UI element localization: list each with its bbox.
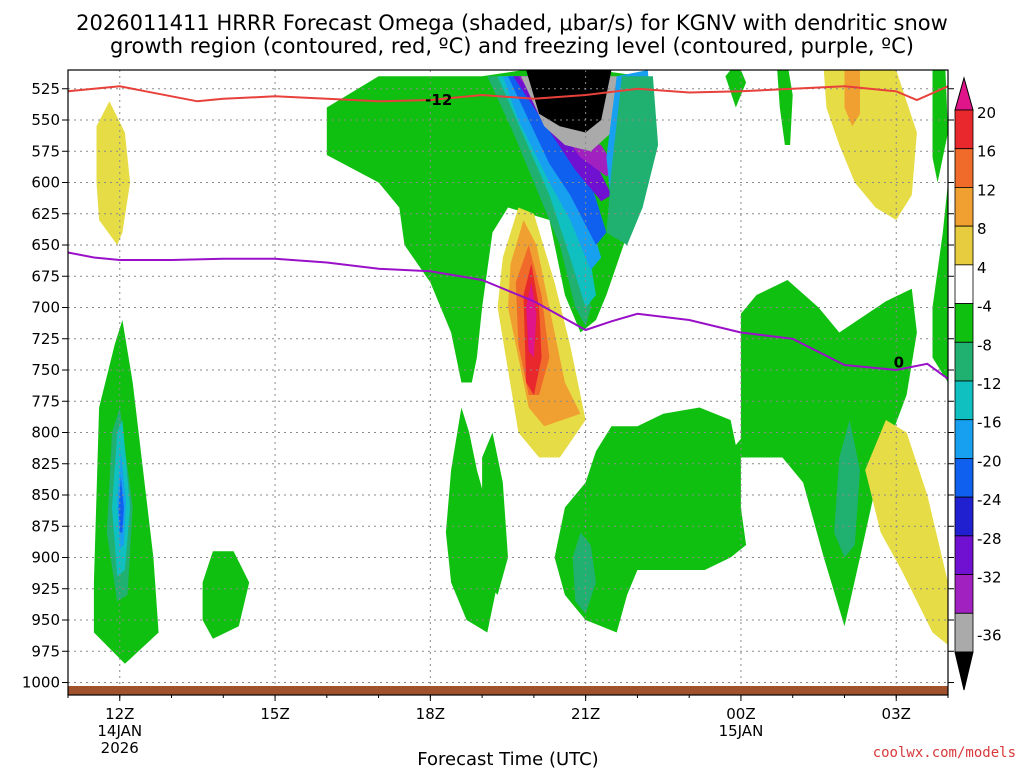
colorbar: 20 16 12 8 4 -4 -8 -12 -16 -20 -24 -28 -32 -36 bbox=[954, 76, 1002, 691]
red-contour-label: -12 bbox=[425, 91, 452, 109]
x-tick-year-label: 2026 bbox=[101, 739, 139, 757]
purple-contour-label: 0 bbox=[894, 354, 904, 372]
omega-region-mid-lower-teal bbox=[572, 532, 596, 614]
colorbar-label: 12 bbox=[977, 181, 996, 199]
colorbar-segment bbox=[954, 458, 974, 498]
chart-title-line-2: growth region (contoured, red, ºC) and f… bbox=[110, 34, 914, 58]
colorbar-label: -28 bbox=[977, 530, 1002, 548]
y-tick-label: 900 bbox=[31, 549, 60, 567]
y-tick-label: 525 bbox=[31, 80, 60, 98]
omega-region-upward-cyan-band bbox=[497, 76, 596, 308]
y-tick-label: 550 bbox=[31, 111, 60, 129]
colorbar-segment bbox=[954, 419, 974, 459]
colorbar-segment bbox=[954, 264, 974, 304]
colorbar-label: -16 bbox=[977, 414, 1002, 432]
ground-surface-bar bbox=[68, 686, 948, 695]
x-tick-label: 00Z bbox=[726, 705, 755, 723]
x-tick-date-label: 14JAN bbox=[97, 722, 142, 740]
y-tick-label: 575 bbox=[31, 142, 60, 160]
gridlines bbox=[68, 70, 948, 695]
colorbar-label: -36 bbox=[977, 627, 1002, 645]
colorbar-label: -20 bbox=[977, 452, 1002, 470]
colorbar-segment bbox=[954, 535, 974, 575]
colorbar-label: -32 bbox=[977, 569, 1002, 587]
y-tick-label: 1000 bbox=[22, 674, 60, 692]
colorbar-segment bbox=[954, 341, 974, 382]
colorbar-label: -8 bbox=[977, 336, 992, 354]
x-axis-label: Forecast Time (UTC) bbox=[417, 749, 598, 768]
x-tick-label: 12Z bbox=[105, 705, 134, 723]
y-tick-label: 600 bbox=[31, 174, 60, 192]
omega-region-top-right-green-strip bbox=[932, 70, 948, 183]
y-tick-label: 650 bbox=[31, 236, 60, 254]
omega-region-top-right-orange bbox=[844, 70, 860, 127]
y-tick-label: 950 bbox=[31, 611, 60, 629]
colorbar-segment bbox=[954, 148, 974, 188]
y-tick-label: 825 bbox=[31, 455, 60, 473]
colorbar-segment bbox=[954, 303, 974, 343]
y-tick-label: 625 bbox=[31, 205, 60, 223]
colorbar-top-arrow bbox=[954, 76, 974, 111]
x-tick-label: 21Z bbox=[571, 705, 600, 723]
freezing-level-contour-purple bbox=[67, 251, 949, 380]
y-tick-label: 775 bbox=[31, 392, 60, 410]
colorbar-label: 16 bbox=[977, 143, 996, 161]
colorbar-segment bbox=[954, 187, 974, 227]
colorbar-segment bbox=[954, 380, 974, 421]
chart-title-line-1: 2026011411 HRRR Forecast Omega (shaded, … bbox=[76, 11, 948, 35]
y-tick-label: 850 bbox=[31, 486, 60, 504]
credit-link[interactable]: coolwx.com/models bbox=[873, 745, 1016, 761]
y-tick-label: 675 bbox=[31, 267, 60, 285]
omega-region-upward-light-blue bbox=[502, 76, 602, 270]
x-tick-date-label: 15JAN bbox=[719, 722, 764, 740]
omega-shaded-regions bbox=[93, 70, 948, 664]
colorbar-segment bbox=[954, 612, 974, 653]
colorbar-label: 4 bbox=[977, 259, 987, 277]
omega-region-upward-blue bbox=[508, 76, 607, 245]
y-tick-label: 800 bbox=[31, 424, 60, 442]
dendritic-growth-contour-red bbox=[67, 85, 949, 103]
y-tick-label: 875 bbox=[31, 517, 60, 535]
y-axis-pressure: 525 550 575 600 625 650 675 700 725 750 775 800 825 8… bbox=[22, 80, 954, 692]
omega-region-left-upper-weak-rise bbox=[96, 101, 131, 245]
y-tick-label: 925 bbox=[31, 580, 60, 598]
y-tick-label: 975 bbox=[31, 642, 60, 660]
colorbar-label: -24 bbox=[977, 491, 1002, 509]
omega-region-lower-green-stem bbox=[482, 432, 508, 595]
colorbar-label: 8 bbox=[977, 220, 987, 238]
omega-region-small-green-cell bbox=[202, 551, 250, 639]
y-tick-label: 750 bbox=[31, 361, 60, 379]
y-tick-label: 725 bbox=[31, 330, 60, 348]
omega-region-right-green-block bbox=[554, 280, 917, 633]
plot-frame bbox=[67, 69, 949, 696]
omega-region-right-edge-green bbox=[932, 182, 948, 383]
colorbar-segment bbox=[954, 574, 974, 614]
colorbar-segment bbox=[954, 225, 974, 266]
plot-area: -12 0 bbox=[67, 69, 949, 696]
omega-region-upward-black-core bbox=[526, 70, 612, 133]
y-tick-label: 700 bbox=[31, 299, 60, 317]
colorbar-label: -4 bbox=[977, 298, 992, 316]
colorbar-bottom-arrow bbox=[954, 651, 974, 691]
omega-region-right-lower-teal bbox=[834, 420, 860, 558]
omega-region-upward-teal-band bbox=[487, 76, 591, 327]
omega-region-right-side-teal-band bbox=[606, 76, 659, 245]
colorbar-label: -12 bbox=[977, 375, 1002, 393]
colorbar-segment bbox=[954, 496, 974, 537]
colorbar-label: 20 bbox=[977, 104, 996, 122]
x-tick-label: 03Z bbox=[882, 705, 911, 723]
colorbar-segment bbox=[954, 109, 974, 150]
x-tick-label: 18Z bbox=[416, 705, 445, 723]
x-tick-label: 15Z bbox=[260, 705, 289, 723]
